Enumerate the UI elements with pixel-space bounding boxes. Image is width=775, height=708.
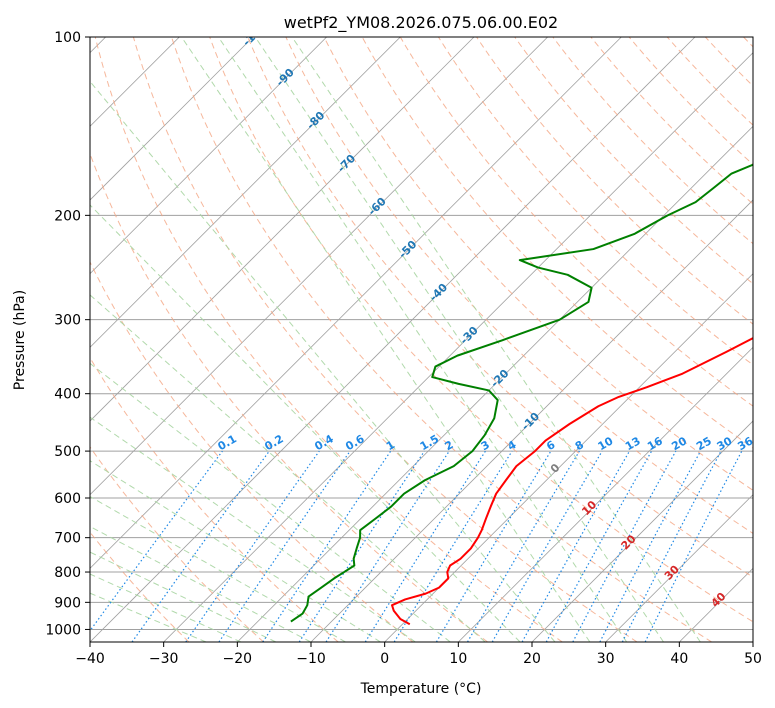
- moist-adiabat-line: [90, 204, 521, 642]
- dry-adiabat-line: [209, 37, 753, 623]
- isotherm-line: [384, 273, 753, 642]
- mixing-ratio-label: 36: [735, 434, 755, 453]
- dry-adiabat-line: [476, 37, 753, 325]
- mixing-ratio-line: [218, 450, 351, 642]
- isotherm-line: [163, 52, 753, 642]
- moist-adiabat-line: [90, 495, 346, 642]
- dry-adiabat-line: [514, 37, 753, 285]
- x-tick-label: 20: [523, 651, 541, 667]
- moist-adiabat-line: [217, 37, 628, 642]
- dry-adiabat-line: [628, 37, 753, 166]
- isotherm-line: [90, 37, 475, 422]
- y-tick-label: 900: [54, 595, 81, 611]
- isotherm-line: [90, 37, 327, 275]
- mixing-ratio-line: [644, 450, 743, 642]
- mixing-ratio-line: [545, 450, 653, 642]
- isotherm-line: [90, 37, 548, 496]
- y-tick-label: 200: [54, 208, 81, 224]
- mixing-ratio-line: [262, 450, 392, 642]
- mixing-ratio-line: [393, 450, 513, 642]
- y-tick-label: 700: [54, 531, 81, 547]
- x-tick-label: 50: [744, 651, 762, 667]
- mixing-ratio-line: [325, 450, 450, 642]
- mixing-ratio-line: [298, 450, 425, 642]
- x-tick-label: −30: [149, 651, 179, 667]
- plot-frame: [89, 36, 754, 643]
- dry-adiabat-line: [90, 260, 414, 642]
- dry-adiabat-line: [247, 37, 753, 578]
- moist-adiabat-line: [291, 37, 701, 642]
- isotherm-line: [90, 37, 254, 201]
- moist-adiabat-line: [90, 80, 556, 642]
- dewpoint-line: [290, 163, 753, 623]
- isotherm-line: [90, 37, 622, 569]
- moist-adiabat-line: [90, 294, 486, 642]
- y-tick-label: 400: [54, 387, 81, 403]
- x-tick-label: 40: [670, 651, 688, 667]
- mixing-ratio-line: [521, 450, 631, 642]
- dry-adiabat-line: [90, 446, 264, 642]
- y-tick-label: 600: [54, 491, 81, 507]
- x-tick-label: 0: [380, 651, 389, 667]
- isotherm-line: [90, 37, 401, 348]
- dry-adiabat-label: -100: [240, 20, 269, 49]
- y-tick-label: 100: [54, 30, 81, 46]
- moist-adiabat-line: [90, 362, 451, 642]
- dry-adiabat-line: [94, 37, 563, 642]
- mixing-ratio-line: [185, 450, 320, 642]
- y-tick-label: 500: [54, 444, 81, 460]
- mixing-ratio-line: [131, 450, 270, 642]
- y-axis-label: Pressure (hPa): [12, 290, 28, 390]
- y-tick-label: 300: [54, 313, 81, 329]
- series-layer: [290, 163, 753, 626]
- chart-title: wetPf2_YM08.2026.075.06.00.E02: [284, 13, 558, 33]
- dry-adiabat-line: [361, 37, 753, 449]
- moist-adiabat-line: [254, 37, 664, 642]
- dry-adiabat-line: [399, 37, 753, 407]
- y-tick-label: 800: [54, 565, 81, 581]
- dry-adiabat-line: [132, 37, 638, 642]
- isotherm-line: [237, 125, 753, 642]
- mixing-ratio-line: [90, 450, 223, 632]
- moist-adiabat-line: [90, 460, 381, 642]
- moist-adiabat-line: [181, 37, 591, 642]
- axis-layer: −40 −30 −20 −10 0 10 20 30 40 50 1000 900 800 700 600 5…: [45, 30, 762, 667]
- y-tick-label: 1000: [45, 622, 81, 638]
- isotherm-line: [90, 37, 696, 642]
- x-tick-label: −40: [75, 651, 105, 667]
- dry-adiabat-line: [323, 37, 753, 491]
- adiabat-layer: [90, 37, 753, 642]
- x-tick-label: −20: [223, 651, 253, 667]
- x-tick-label: 10: [449, 651, 467, 667]
- temperature-line: [391, 336, 753, 626]
- x-tick-label: −10: [296, 651, 326, 667]
- mixing-ratio-line: [572, 450, 677, 642]
- label-layer: 0.10.20.40.611.52346810131620253036-100-…: [216, 20, 755, 610]
- isotherm-line: [605, 494, 753, 642]
- x-tick-label: 30: [597, 651, 615, 667]
- x-axis-label: Temperature (°C): [360, 681, 482, 697]
